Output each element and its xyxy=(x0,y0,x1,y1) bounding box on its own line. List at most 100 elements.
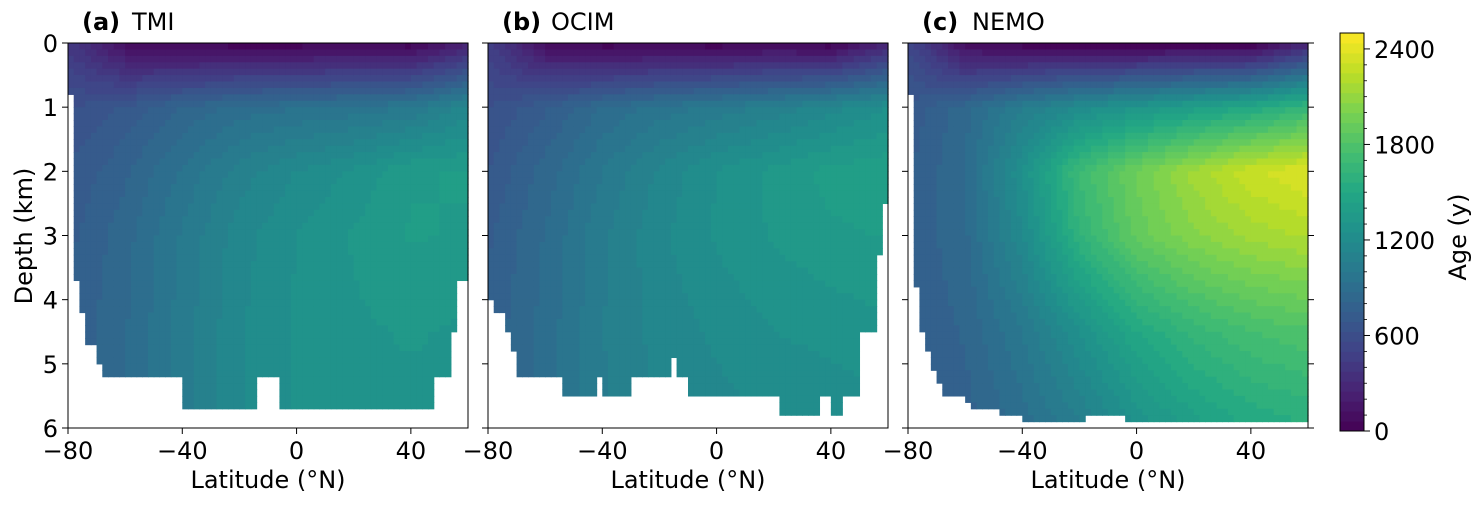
heatmap-cell xyxy=(210,100,218,108)
heatmap-cell xyxy=(330,370,338,378)
heatmap-cell xyxy=(410,190,418,198)
heatmap-cell xyxy=(222,209,229,217)
heatmap-cell xyxy=(493,203,501,211)
heatmap-cell xyxy=(462,55,469,63)
heatmap-cell xyxy=(550,87,558,95)
heatmap-cell xyxy=(405,107,412,115)
heatmap-cell xyxy=(608,68,615,76)
heatmap-cell xyxy=(319,306,326,314)
heatmap-cell xyxy=(365,75,372,83)
heatmap-cell xyxy=(619,126,626,134)
heatmap-cell xyxy=(359,318,366,326)
heatmap-cell xyxy=(348,370,355,378)
heatmap-cell xyxy=(359,389,366,397)
heatmap-cell xyxy=(388,222,395,230)
heatmap-cell xyxy=(148,177,155,185)
heatmap-cell xyxy=(365,177,372,185)
heatmap-cell xyxy=(510,286,518,294)
heatmap-cell xyxy=(113,248,121,256)
heatmap-cell xyxy=(159,318,166,326)
heatmap-cell xyxy=(585,62,592,70)
heatmap-cell xyxy=(193,222,201,230)
heatmap-cell xyxy=(313,383,321,391)
heatmap-cell xyxy=(388,267,395,275)
heatmap-cell xyxy=(522,267,529,275)
heatmap-cell xyxy=(382,312,389,320)
heatmap-cell xyxy=(250,68,258,76)
heatmap-cell xyxy=(619,363,626,371)
heatmap-cell xyxy=(262,126,269,134)
heatmap-cell xyxy=(596,351,603,359)
heatmap-cell xyxy=(499,293,506,301)
heatmap-cell xyxy=(188,395,195,403)
heatmap-cell xyxy=(393,248,401,256)
heatmap-cell xyxy=(176,100,183,108)
heatmap-cell xyxy=(245,389,252,397)
heatmap-cell xyxy=(148,241,155,249)
heatmap-cell xyxy=(170,113,178,121)
heatmap-cell xyxy=(613,49,621,57)
heatmap-cell xyxy=(462,126,469,134)
heatmap-cell xyxy=(416,107,423,115)
heatmap-cell xyxy=(342,43,349,51)
heatmap-cell xyxy=(256,241,263,249)
heatmap-cell xyxy=(308,139,315,147)
heatmap-cell xyxy=(182,389,189,397)
heatmap-cell xyxy=(285,139,292,147)
heatmap-cell xyxy=(550,351,558,359)
heatmap-cell xyxy=(199,120,206,128)
heatmap-cell xyxy=(505,299,512,307)
heatmap-cell xyxy=(262,293,269,301)
heatmap-cell xyxy=(193,145,201,153)
heatmap-cell xyxy=(573,197,581,205)
heatmap-cell xyxy=(239,100,246,108)
heatmap-cell xyxy=(488,145,495,153)
heatmap-cell xyxy=(210,363,218,371)
heatmap-cell xyxy=(245,164,252,172)
heatmap-cell xyxy=(108,229,115,237)
x-tick-label: −40 xyxy=(157,437,208,465)
heatmap-cell xyxy=(462,43,469,51)
heatmap-cell xyxy=(159,286,166,294)
heatmap-cell xyxy=(365,107,372,115)
heatmap-cell xyxy=(585,190,592,198)
heatmap-cell xyxy=(359,376,366,384)
heatmap-cell xyxy=(125,113,132,121)
heatmap-cell xyxy=(205,344,212,352)
heatmap-cell xyxy=(608,190,615,198)
heatmap-cell xyxy=(119,164,126,172)
heatmap-cell xyxy=(493,152,501,160)
heatmap-cell xyxy=(439,286,446,294)
heatmap-cell xyxy=(245,216,252,224)
heatmap-cell xyxy=(79,62,86,70)
heatmap-cell xyxy=(545,235,552,243)
heatmap-cell xyxy=(148,190,155,198)
heatmap-cell xyxy=(533,209,541,217)
heatmap-cell xyxy=(165,75,172,83)
heatmap-cell xyxy=(142,132,149,140)
heatmap-cell xyxy=(388,254,395,262)
heatmap-cell xyxy=(130,229,138,237)
heatmap-cell xyxy=(279,241,286,249)
heatmap-cell xyxy=(550,113,558,121)
heatmap-cell xyxy=(359,158,366,166)
heatmap-cell xyxy=(533,325,541,333)
heatmap-cell xyxy=(445,241,452,249)
heatmap-cell xyxy=(522,274,529,282)
heatmap-cell xyxy=(399,100,406,108)
heatmap-cell xyxy=(285,248,292,256)
heatmap-cell xyxy=(399,338,406,346)
heatmap-cell xyxy=(268,363,275,371)
heatmap-cell xyxy=(136,126,143,134)
heatmap-cell xyxy=(359,55,366,63)
heatmap-cell xyxy=(113,267,121,275)
heatmap-cell xyxy=(539,126,546,134)
heatmap-cell xyxy=(456,248,463,256)
heatmap-cell xyxy=(285,145,292,153)
heatmap-cell xyxy=(422,241,429,249)
heatmap-cell xyxy=(439,357,446,365)
heatmap-cell xyxy=(222,139,229,147)
heatmap-cell xyxy=(579,81,586,89)
heatmap-cell xyxy=(348,293,355,301)
heatmap-cell xyxy=(522,351,529,359)
